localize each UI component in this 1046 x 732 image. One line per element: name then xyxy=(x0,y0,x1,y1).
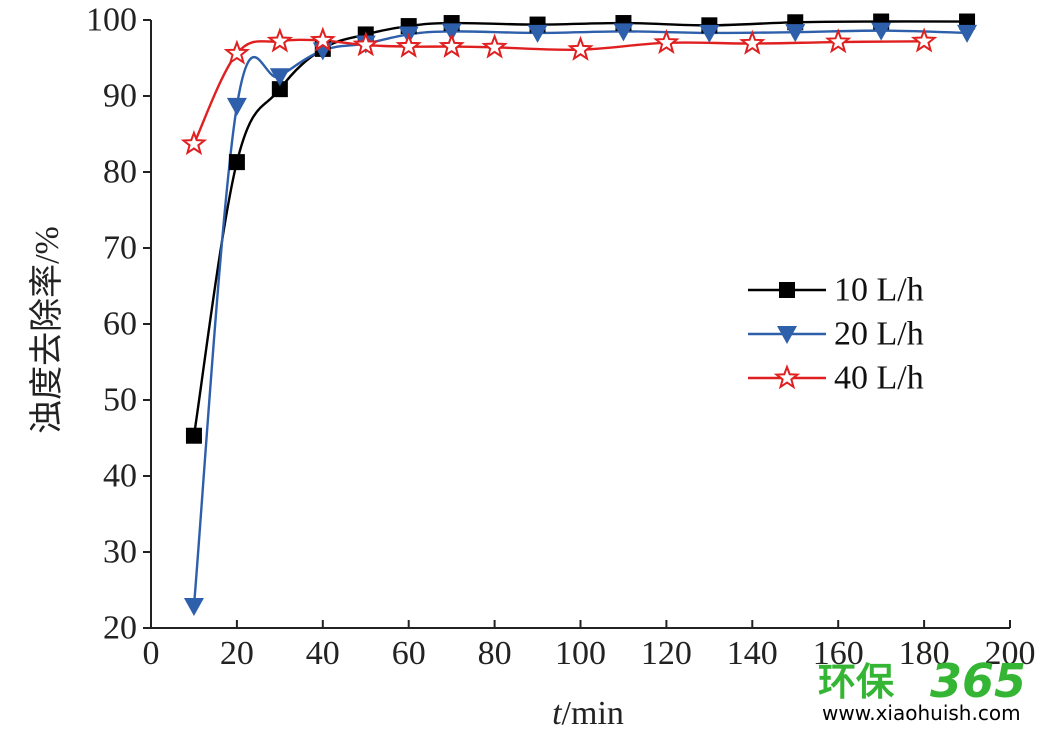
data-point-series-3 xyxy=(223,39,251,65)
x-tick-label: 120 xyxy=(641,635,692,672)
x-tick-label: 200 xyxy=(985,635,1036,672)
y-tick-label: 40 xyxy=(103,458,137,495)
x-tick-label: 140 xyxy=(727,635,778,672)
watermark-brand-number: 365 xyxy=(930,654,1026,708)
data-point-series-3 xyxy=(910,27,938,53)
data-point-series-1 xyxy=(228,154,245,171)
series-lines xyxy=(192,20,968,607)
data-point-series-2 xyxy=(699,24,720,43)
series-markers xyxy=(180,13,978,616)
y-tick-label: 30 xyxy=(103,534,137,571)
data-point-series-3 xyxy=(739,29,766,55)
legend-marker-1 xyxy=(779,282,795,298)
x-tick-label: 20 xyxy=(220,635,254,672)
x-tick-label: 180 xyxy=(899,635,950,672)
data-point-series-2 xyxy=(441,23,462,42)
x-tick-label: 40 xyxy=(306,635,340,672)
y-tick-label: 70 xyxy=(103,230,137,267)
data-point-series-2 xyxy=(527,24,548,43)
data-point-series-3 xyxy=(395,32,422,58)
data-point-series-3 xyxy=(180,130,208,156)
x-ticks: 0 20 40 60 80 100 120 140 160 180 200 xyxy=(143,620,1036,672)
legend-label-2: 20 L/h xyxy=(834,316,924,353)
legend-label-1: 10 L/h xyxy=(834,272,924,309)
watermark-brand-cn: 环保 xyxy=(818,660,895,704)
legend: 10 L/h 20 L/h 40 L/h xyxy=(748,272,924,397)
data-point-series-3 xyxy=(825,28,852,54)
data-point-series-2 xyxy=(957,24,978,43)
data-point-series-3 xyxy=(352,31,379,57)
watermark-url: www.xiaohuish.com xyxy=(822,701,1021,725)
x-axis-title-var: t xyxy=(552,695,563,732)
y-tick-label: 60 xyxy=(103,306,137,343)
data-point-series-2 xyxy=(269,68,290,87)
watermark: 环保 365 www.xiaohuish.com xyxy=(818,654,1026,725)
x-tick-label: 0 xyxy=(143,635,160,672)
series-line-3 xyxy=(192,38,925,145)
y-axis-title: 浊度去除率/% xyxy=(28,226,66,434)
legend-marker-3 xyxy=(773,364,801,390)
legend-label-3: 40 L/h xyxy=(834,360,924,397)
data-point-series-3 xyxy=(653,28,680,55)
data-point-series-3 xyxy=(567,35,594,61)
data-point-series-3 xyxy=(481,33,508,59)
data-point-series-3 xyxy=(438,32,465,58)
data-point-series-2 xyxy=(226,97,247,116)
x-tick-label: 80 xyxy=(478,635,512,672)
y-ticks: 20 30 40 50 60 70 80 90 100 xyxy=(86,2,151,647)
data-point-series-2 xyxy=(183,597,204,616)
y-tick-label: 90 xyxy=(103,78,137,115)
y-tick-label: 50 xyxy=(103,382,137,419)
data-point-series-1 xyxy=(271,81,288,98)
x-axis-title-unit: /min xyxy=(562,695,624,732)
data-point-series-3 xyxy=(266,27,294,53)
y-tick-label: 20 xyxy=(103,610,137,647)
x-axis-title: t/min xyxy=(552,695,624,732)
data-point-series-2 xyxy=(871,22,892,41)
x-tick-label: 160 xyxy=(813,635,864,672)
y-tick-label: 100 xyxy=(86,2,137,39)
data-point-series-1 xyxy=(185,427,202,444)
data-point-series-2 xyxy=(613,23,634,42)
x-tick-label: 100 xyxy=(555,635,606,672)
data-point-series-3 xyxy=(309,26,336,52)
x-tick-label: 60 xyxy=(392,635,426,672)
data-point-series-2 xyxy=(785,24,806,43)
legend-marker-2 xyxy=(777,326,797,344)
y-tick-label: 80 xyxy=(103,154,137,191)
